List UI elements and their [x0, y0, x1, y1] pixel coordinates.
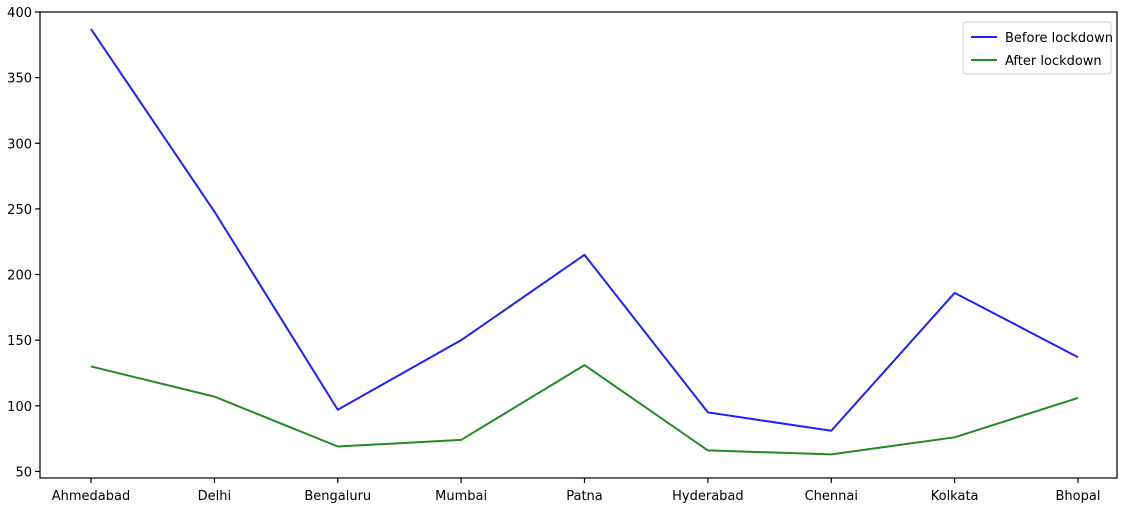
- ticks: 50 100 150 200 250 300 350 400 Ahmedabad Delhi Ben…: [7, 6, 1100, 504]
- x-tick-label: Chennai: [805, 489, 858, 504]
- x-tick-label: Kolkata: [931, 489, 979, 504]
- y-tick-label: 400: [7, 6, 32, 21]
- series-lines: [91, 29, 1078, 454]
- y-tick-label: 200: [7, 269, 32, 284]
- legend-label: Before lockdown: [1005, 31, 1113, 46]
- y-tick-label: 350: [7, 72, 32, 87]
- x-tick-label: Delhi: [198, 489, 231, 504]
- x-tick-label: Ahmedabad: [52, 489, 130, 504]
- x-tick-label: Patna: [566, 489, 603, 504]
- axes: [40, 12, 1117, 478]
- y-tick-label: 300: [7, 137, 32, 152]
- x-tick-label: Bengaluru: [304, 489, 371, 504]
- y-tick-label: 250: [7, 203, 32, 218]
- y-tick-label: 150: [7, 334, 32, 349]
- x-tick-label: Bhopal: [1056, 489, 1101, 504]
- legend: Before lockdown After lockdown: [963, 22, 1113, 74]
- x-tick-label: Hyderabad: [672, 489, 744, 504]
- series-line-before-lockdown: [91, 29, 1078, 431]
- x-tick-label: Mumbai: [435, 489, 487, 504]
- y-tick-label: 50: [15, 465, 32, 480]
- legend-label: After lockdown: [1005, 54, 1102, 69]
- plot-frame: [40, 12, 1117, 478]
- y-tick-label: 100: [7, 400, 32, 415]
- series-line-after-lockdown: [91, 365, 1078, 454]
